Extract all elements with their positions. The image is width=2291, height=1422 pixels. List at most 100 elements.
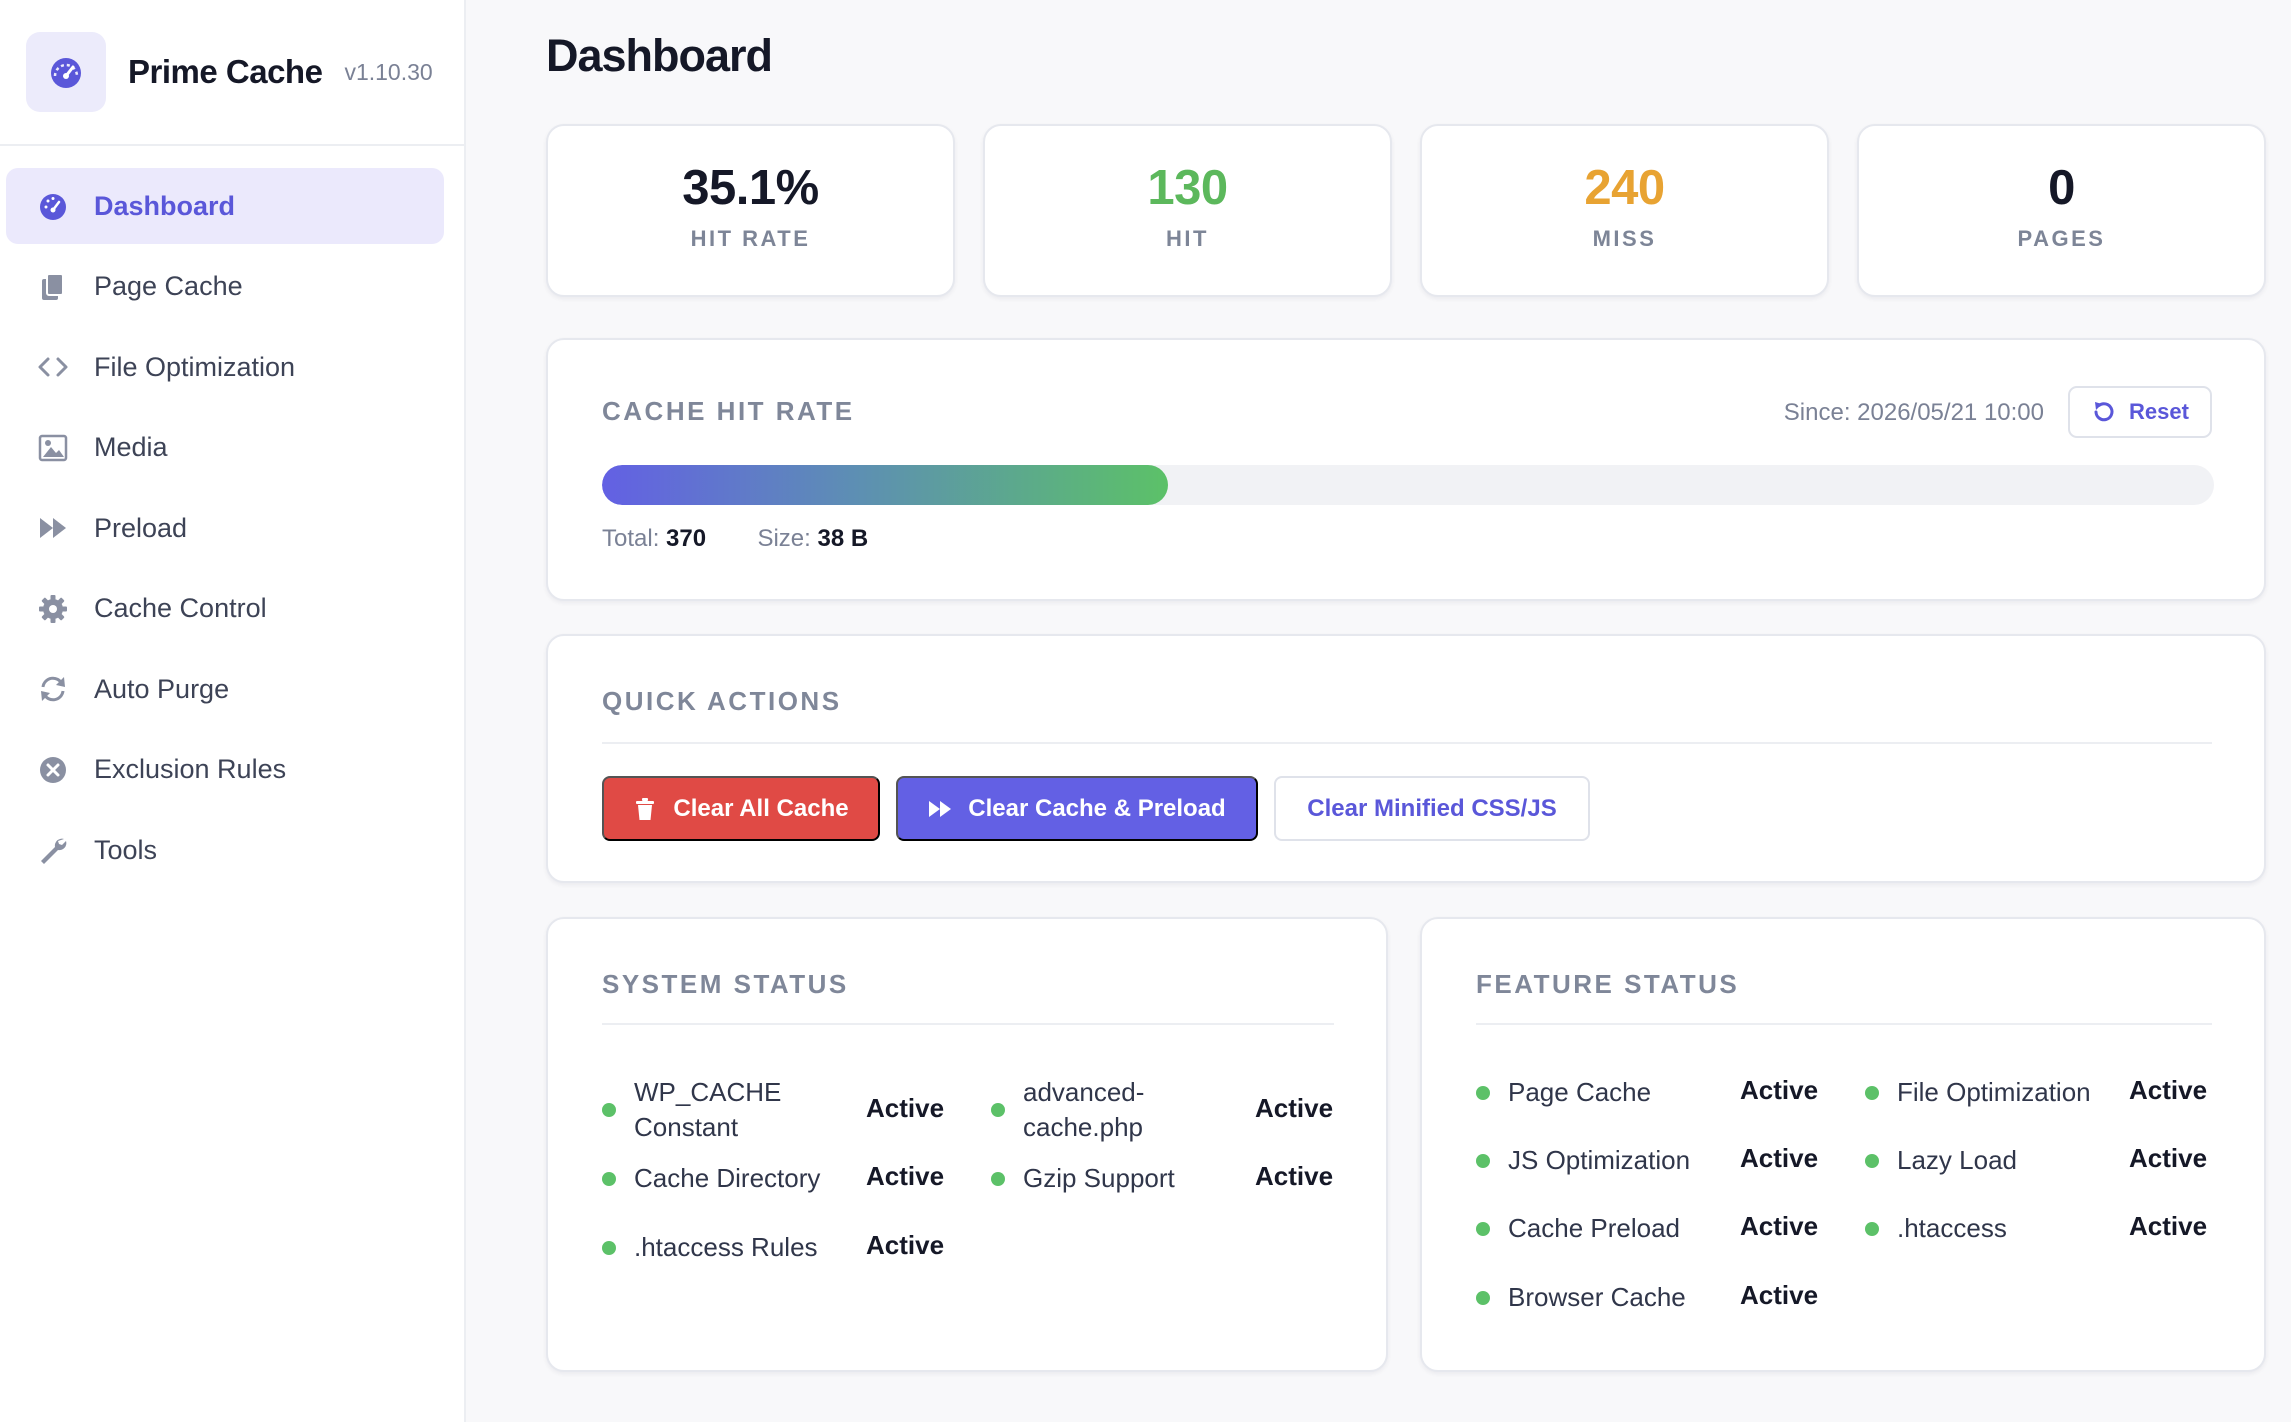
status-dot [1476, 1221, 1490, 1236]
gauge-icon [36, 189, 70, 223]
sidebar-item-label: File Optimization [94, 351, 296, 382]
status-item: Browser Cache [1476, 1280, 1686, 1315]
status-name: Cache Preload [1508, 1213, 1680, 1243]
brand-header: Prime Cache v1.10.30 [0, 0, 464, 146]
status-item: WP_CACHE Constant [602, 1075, 982, 1145]
clear-all-cache-button[interactable]: Clear All Cache [602, 776, 880, 841]
sidebar-item-file-optimization[interactable]: File Optimization [6, 329, 444, 405]
size-label: Size: [757, 525, 811, 552]
gear-icon [36, 592, 70, 626]
sidebar-item-dashboard[interactable]: Dashboard [6, 168, 444, 244]
status-dot [1476, 1290, 1490, 1305]
sidebar-item-label: Media [94, 432, 168, 462]
stat-label: HIT [1166, 226, 1209, 251]
clear-cache-preload-label: Clear Cache & Preload [968, 794, 1226, 822]
divider [602, 742, 2212, 744]
status-item: .htaccess Rules [602, 1230, 818, 1265]
status-name: Browser Cache [1508, 1282, 1686, 1312]
quick-actions-card: QUICK ACTIONS Clear All Cache Clear Cach… [546, 634, 2266, 883]
wrench-icon [36, 833, 70, 867]
status-name: Gzip Support [1023, 1163, 1175, 1193]
status-name: advanced-cache.php [1023, 1077, 1145, 1142]
brand-name: Prime Cache [128, 53, 323, 90]
stat-card-pages: 0 PAGES [1857, 124, 2266, 297]
sidebar-item-page-cache[interactable]: Page Cache [6, 249, 444, 325]
section-title: CACHE HIT RATE [602, 396, 855, 426]
status-value: Active [1740, 1143, 1819, 1173]
status-dot [1865, 1085, 1879, 1100]
hit-rate-progress-fill [602, 465, 1168, 505]
sidebar: Prime Cache v1.10.30 Dashboard Page Cach… [0, 0, 466, 1422]
section-title: FEATURE STATUS [1476, 969, 1740, 999]
stat-card-miss: 240 MISS [1420, 124, 1829, 297]
section-title: QUICK ACTIONS [602, 686, 842, 716]
status-value: Active [1255, 1093, 1334, 1123]
status-item: File Optimization [1865, 1075, 2091, 1110]
sidebar-item-auto-purge[interactable]: Auto Purge [6, 651, 444, 727]
status-value: Active [1740, 1075, 1819, 1105]
status-item: Page Cache [1476, 1075, 1651, 1110]
status-item: advanced-cache.php [991, 1075, 1241, 1145]
system-status-card: SYSTEM STATUS WP_CACHE Constant Active a… [546, 917, 1388, 1372]
stat-label: PAGES [2017, 226, 2106, 251]
total-value: 370 [666, 525, 707, 552]
status-name: .htaccess [1897, 1213, 2007, 1243]
status-dot [1865, 1221, 1879, 1236]
status-dot [991, 1171, 1005, 1186]
clear-cache-preload-button[interactable]: Clear Cache & Preload [896, 776, 1258, 841]
status-value: Active [866, 1230, 945, 1260]
status-item: Cache Preload [1476, 1211, 1680, 1246]
sidebar-item-exclusion-rules[interactable]: Exclusion Rules [6, 732, 444, 808]
sidebar-item-media[interactable]: Media [6, 410, 444, 486]
clear-minified-button[interactable]: Clear Minified CSS/JS [1274, 776, 1590, 841]
brand-version: v1.10.30 [344, 58, 433, 85]
status-value: Active [1740, 1280, 1819, 1310]
sidebar-item-tools[interactable]: Tools [6, 812, 444, 888]
status-dot [602, 1240, 616, 1255]
code-icon [36, 350, 70, 384]
status-value: Active [1255, 1161, 1334, 1191]
status-dot [1865, 1153, 1879, 1168]
cache-hit-rate-card: CACHE HIT RATE Since: 2026/05/21 10:00 R… [546, 338, 2266, 601]
clear-minified-label: Clear Minified CSS/JS [1307, 794, 1557, 822]
stat-value: 130 [1147, 161, 1228, 215]
status-value: Active [2129, 1075, 2208, 1105]
stat-label: HIT RATE [690, 226, 811, 251]
sidebar-item-cache-control[interactable]: Cache Control [6, 571, 444, 647]
status-value: Active [866, 1093, 945, 1123]
stat-label: MISS [1592, 226, 1657, 251]
status-name: Cache Directory [634, 1163, 821, 1193]
trash-icon [636, 797, 655, 820]
status-item: Lazy Load [1865, 1143, 2017, 1178]
status-item: .htaccess [1865, 1211, 2007, 1246]
fast-forward-icon [36, 511, 70, 545]
reset-label: Reset [2129, 399, 2189, 424]
status-name: WP_CACHE Constant [634, 1077, 782, 1142]
status-name: JS Optimization [1508, 1145, 1691, 1175]
status-dot [1476, 1085, 1490, 1100]
status-value: Active [2129, 1211, 2208, 1241]
refresh-icon [36, 672, 70, 706]
status-name: Page Cache [1508, 1077, 1652, 1107]
pages-icon [36, 270, 70, 304]
status-item: Cache Directory [602, 1161, 820, 1196]
reset-icon [2094, 402, 2114, 422]
sidebar-item-preload[interactable]: Preload [6, 490, 444, 566]
fast-forward-icon [929, 800, 952, 817]
divider [602, 1023, 1334, 1025]
sidebar-item-label: Auto Purge [94, 673, 230, 704]
reset-button[interactable]: Reset [2068, 386, 2212, 438]
status-name: .htaccess Rules [634, 1232, 818, 1262]
sidebar-nav: Dashboard Page Cache File Optimization M… [0, 146, 464, 888]
feature-status-card: FEATURE STATUS Page Cache Active File Op… [1420, 917, 2266, 1372]
stat-value: 240 [1584, 161, 1665, 215]
sidebar-item-label: Exclusion Rules [94, 754, 287, 784]
sidebar-item-label: Cache Control [94, 593, 267, 623]
status-name: Lazy Load [1897, 1145, 2017, 1175]
sidebar-item-label: Page Cache [94, 271, 243, 301]
status-dot [602, 1171, 616, 1186]
stat-card-hit: 130 HIT [983, 124, 1392, 297]
hit-rate-progress-bar [602, 465, 2214, 505]
status-dot [991, 1103, 1005, 1117]
x-circle-icon [36, 753, 70, 787]
